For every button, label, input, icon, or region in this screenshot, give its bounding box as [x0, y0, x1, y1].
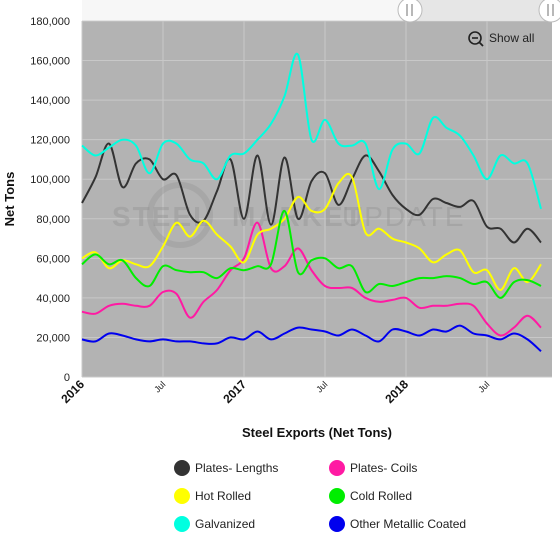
legend-label: Galvanized	[195, 517, 255, 531]
watermark-word-1: STEEL	[112, 201, 212, 232]
legend-marker	[174, 460, 190, 476]
x-tick-label: Jul	[314, 379, 329, 394]
legend-item-cold-rolled[interactable]: Cold Rolled	[329, 488, 412, 504]
y-tick-label: 60,000	[36, 253, 70, 265]
zoom-out-icon	[468, 31, 482, 45]
x-axis: 2016 Jul 2017 Jul 2018 Jul	[58, 377, 491, 406]
legend-marker	[329, 516, 345, 532]
legend-label: Other Metallic Coated	[350, 517, 466, 531]
plot-area	[82, 21, 552, 377]
x-tick-label: 2017	[220, 377, 249, 406]
gridlines	[81, 20, 552, 378]
x-tick-label: 2016	[58, 377, 87, 406]
y-tick-label: 0	[64, 372, 70, 384]
y-tick-label: 160,000	[30, 56, 70, 68]
x-tick-label: Jul	[152, 379, 167, 394]
legend-marker	[174, 516, 190, 532]
series-line-plates-coils[interactable]	[81, 221, 542, 337]
legend-item-other-metallic-coated[interactable]: Other Metallic Coated	[329, 516, 466, 532]
series-line-hot-rolled[interactable]	[81, 172, 542, 291]
x-axis-title: Steel Exports (Net Tons)	[242, 425, 392, 440]
x-tick-label: Jul	[476, 379, 491, 394]
legend-item-hot-rolled[interactable]: Hot Rolled	[174, 488, 251, 504]
legend: Plates- Lengths Plates- Coils Hot Rolled Co…	[174, 460, 466, 532]
navigator-handle-left[interactable]	[397, 0, 423, 23]
y-axis: 0 20,000 40,000 60,000 80,000 100,000 120,000 1…	[30, 16, 70, 384]
legend-marker	[329, 488, 345, 504]
series-line-plates-lengths[interactable]	[81, 142, 542, 244]
legend-label: Cold Rolled	[350, 489, 412, 503]
series-line-cold-rolled[interactable]	[81, 209, 542, 299]
legend-label: Plates- Lengths	[195, 461, 278, 475]
y-tick-label: 120,000	[30, 135, 70, 147]
y-axis-title: Net Tons	[2, 172, 17, 227]
legend-item-plates-coils[interactable]: Plates- Coils	[329, 460, 417, 476]
legend-item-galvanized[interactable]: Galvanized	[174, 516, 255, 532]
y-tick-label: 40,000	[36, 293, 70, 305]
legend-label: Hot Rolled	[195, 489, 251, 503]
show-all-button[interactable]: Show all	[468, 31, 534, 47]
x-tick-label: 2018	[382, 377, 411, 406]
y-tick-label: 80,000	[36, 214, 70, 226]
legend-marker	[174, 488, 190, 504]
series-lines	[81, 52, 542, 353]
series-line-galvanized[interactable]	[81, 52, 542, 210]
show-all-label: Show all	[489, 31, 534, 45]
navigator-handle-right[interactable]	[538, 0, 560, 23]
legend-marker	[329, 460, 345, 476]
y-tick-label: 140,000	[30, 95, 70, 107]
y-tick-label: 100,000	[30, 174, 70, 186]
legend-item-plates-lengths[interactable]: Plates- Lengths	[174, 460, 278, 476]
series-line-other-metallic-coated[interactable]	[81, 324, 542, 353]
y-tick-label: 20,000	[36, 332, 70, 344]
navigator-selection[interactable]	[82, 0, 410, 20]
y-tick-label: 180,000	[30, 16, 70, 28]
legend-label: Plates- Coils	[350, 461, 417, 475]
